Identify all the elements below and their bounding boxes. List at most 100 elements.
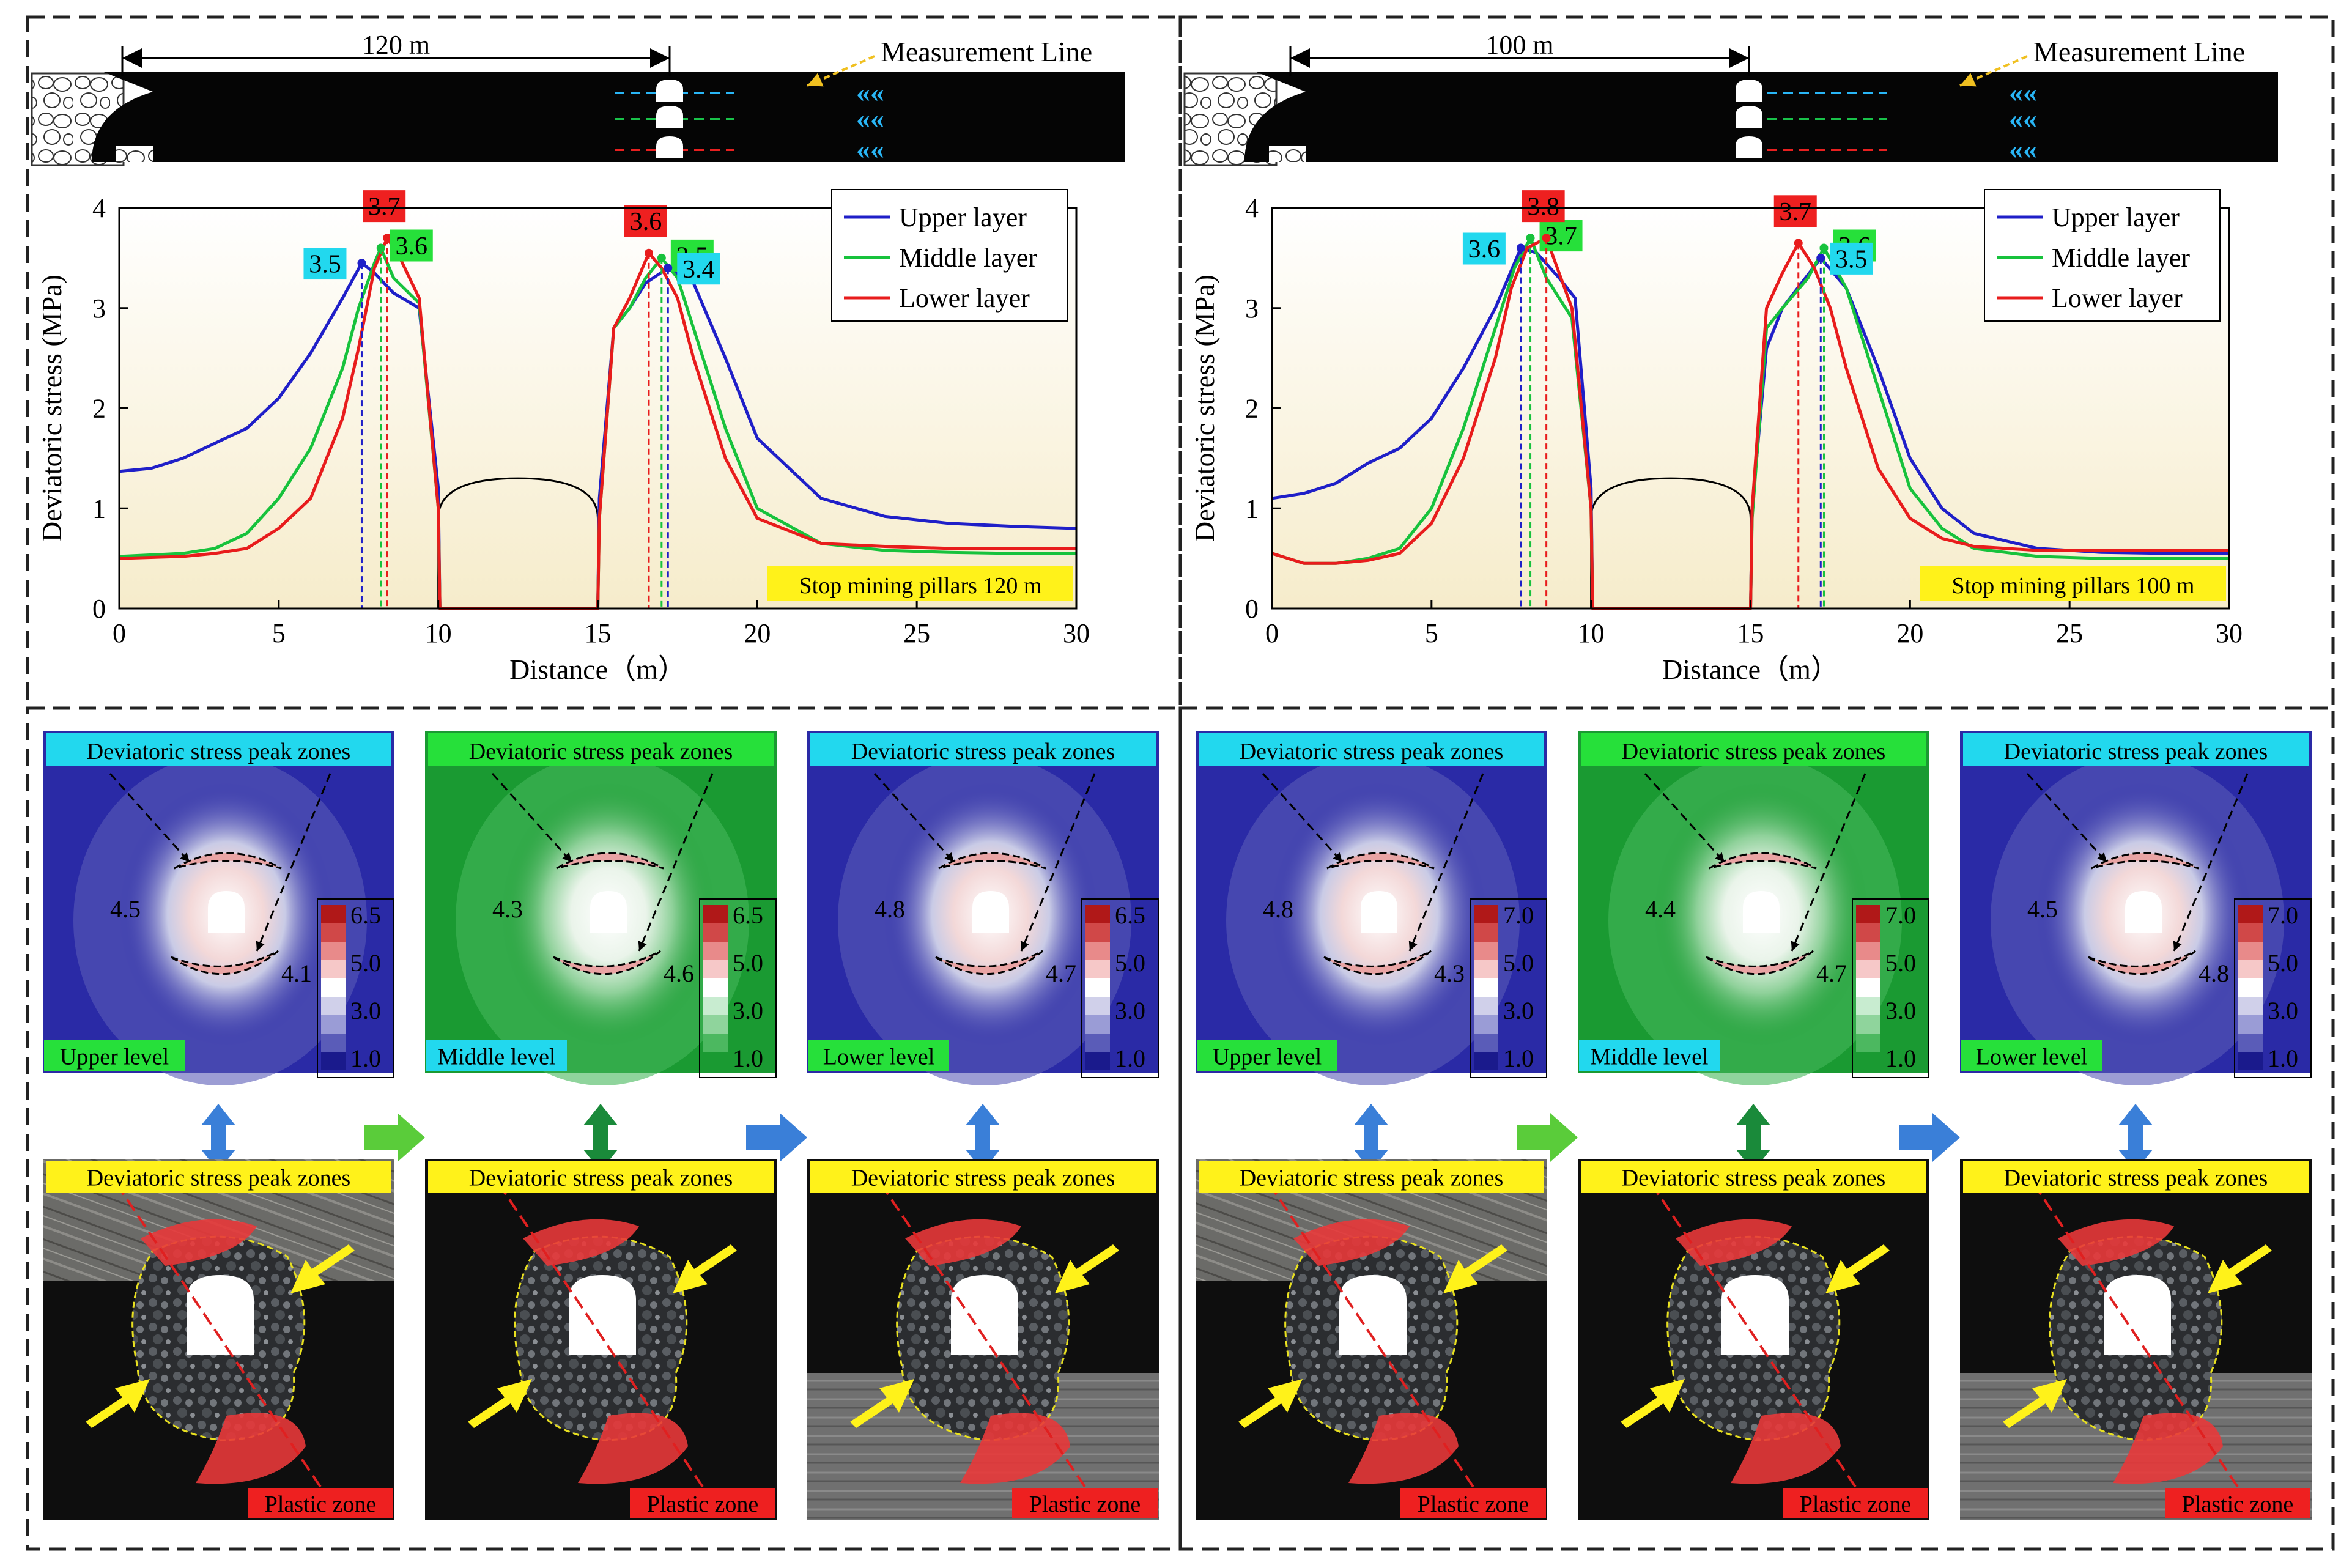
scale-label: 5.0 — [2268, 949, 2298, 977]
scale-label: 1.0 — [2268, 1045, 2298, 1072]
y-axis-label: Deviatoric stress (MPa) — [36, 275, 67, 542]
plastic-zone-label-bg — [1012, 1488, 1158, 1518]
measurement-pointer — [1959, 55, 2028, 87]
right-arrow-icon — [1517, 1113, 1578, 1162]
corner-rubble — [1269, 146, 1306, 162]
pressure-arrow-icon — [1443, 1244, 1507, 1293]
pressure-arrow-icon — [1055, 1244, 1119, 1293]
scale-swatch — [703, 978, 728, 997]
x-tick-label: 10 — [1578, 618, 1605, 648]
peak-value: 4.6 — [664, 960, 694, 987]
level-label: Middle level — [437, 1045, 555, 1070]
contour-title-bg — [1199, 733, 1544, 766]
plastic-zone-upper — [1293, 1219, 1410, 1266]
measurement-line-label: Measurement Line — [2033, 36, 2245, 67]
contour-map-lower-level: 4.5 4.8 Deviatoric stress peak zones Lower … — [1960, 731, 2312, 1085]
fault-line — [115, 1182, 331, 1503]
contour-title-bg — [46, 733, 391, 766]
panel-left: ««««««120 m Measurement Line3.53.73.63.63… — [31, 30, 1159, 1520]
peak-label: 3.6 — [630, 208, 662, 236]
peak-zone-upper — [556, 852, 664, 870]
peak-point — [1516, 243, 1525, 253]
plastic-zone-lower — [1731, 1413, 1841, 1484]
chart: 3.63.73.83.73.63.505101520253001234Dista… — [1189, 189, 2243, 685]
photo-title-bg — [1581, 1161, 1926, 1193]
peak-label-bg — [363, 190, 406, 223]
chart-note: Stop mining pillars 120 m — [799, 573, 1042, 599]
roadway-section-icon — [1736, 136, 1762, 158]
photo-title: Deviatoric stress peak zones — [469, 1166, 733, 1191]
legend-label: Middle layer — [2052, 243, 2190, 273]
pressure-arrow-icon — [2003, 1379, 2067, 1428]
scale-frame — [699, 898, 777, 1078]
roadway-opening — [208, 891, 245, 933]
double-arrow-icon — [1736, 1104, 1770, 1171]
level-label-bg — [1579, 1040, 1720, 1071]
photo-panel: Deviatoric stress peak zones Plastic zone — [1196, 1159, 1547, 1520]
scale-swatch — [321, 1015, 346, 1034]
y-tick-label: 4 — [92, 193, 106, 223]
y-tick-label: 3 — [92, 294, 106, 324]
plastic-zone-label: Plastic zone — [1800, 1492, 1912, 1517]
peak-point — [1819, 243, 1829, 253]
photo-panel: Deviatoric stress peak zones Plastic zone — [43, 1159, 394, 1520]
chart-note-bg — [767, 566, 1073, 601]
scale-swatch — [1474, 1034, 1498, 1052]
double-arrow-icon — [583, 1104, 618, 1171]
scale-label: 5.0 — [1503, 949, 1534, 977]
peak-value: 4.4 — [1645, 895, 1676, 923]
peak-point — [1816, 253, 1825, 262]
plastic-zone-lower — [1348, 1413, 1459, 1484]
scale-swatch — [1085, 1052, 1110, 1070]
scale-swatch — [2238, 1034, 2263, 1052]
roadway-opening — [1721, 1275, 1789, 1355]
pressure-arrow-icon — [1621, 1379, 1685, 1428]
scale-swatch — [1085, 923, 1110, 942]
pressure-arrow-icon — [86, 1379, 150, 1428]
double-arrow-icon — [1354, 1104, 1388, 1171]
level-label-bg — [1197, 1040, 1337, 1071]
scale-swatch — [1085, 1015, 1110, 1034]
peak-point — [664, 264, 673, 273]
advance-chevrons-icon: «« — [856, 76, 884, 108]
contour-map-upper-level: 4.5 4.1 Deviatoric stress peak zones Upper … — [43, 731, 394, 1085]
roadway-section-icon — [1736, 80, 1762, 102]
peak-zone-upper — [938, 852, 1046, 870]
contour-title: Deviatoric stress peak zones — [469, 739, 733, 764]
pressure-arrow-icon — [1825, 1244, 1890, 1293]
chart-note: Stop mining pillars 100 m — [1952, 573, 2195, 599]
peak-point — [1526, 234, 1535, 243]
pointer-line — [256, 773, 331, 952]
scale-swatch — [2238, 997, 2263, 1015]
distance-label: 120 m — [362, 30, 430, 60]
peak-point — [383, 234, 392, 243]
pointer-line — [2026, 772, 2108, 864]
photo-title-bg — [46, 1161, 391, 1193]
pointer-line — [873, 772, 955, 864]
level-label: Lower level — [823, 1045, 935, 1070]
scale-label: 1.0 — [1503, 1045, 1534, 1072]
plastic-zone-label: Plastic zone — [265, 1492, 377, 1517]
scale-swatch — [2238, 1015, 2263, 1034]
level-label: Upper level — [1213, 1045, 1322, 1070]
peak-point — [1542, 234, 1551, 243]
y-tick-label: 3 — [1245, 294, 1259, 324]
roadway-opening — [2104, 1275, 2171, 1355]
plastic-zone-upper — [523, 1219, 639, 1266]
scale-label: 6.5 — [350, 901, 381, 929]
plastic-zone-upper — [2058, 1219, 2174, 1266]
y-tick-label: 0 — [1245, 594, 1259, 624]
peak-point — [376, 243, 385, 253]
peak-zone-lower — [553, 950, 661, 975]
level-label-bg — [44, 1040, 185, 1071]
photo-panel: Deviatoric stress peak zones Plastic zone — [425, 1159, 777, 1520]
scale-swatch — [1856, 1015, 1880, 1034]
scale-label: 7.0 — [2268, 901, 2298, 929]
plastic-zone-label: Plastic zone — [1029, 1492, 1141, 1517]
peak-zone-lower — [935, 950, 1043, 975]
scale-swatch — [703, 905, 728, 923]
arrow-row — [1354, 1104, 2153, 1171]
scale-label: 3.0 — [733, 997, 763, 1024]
